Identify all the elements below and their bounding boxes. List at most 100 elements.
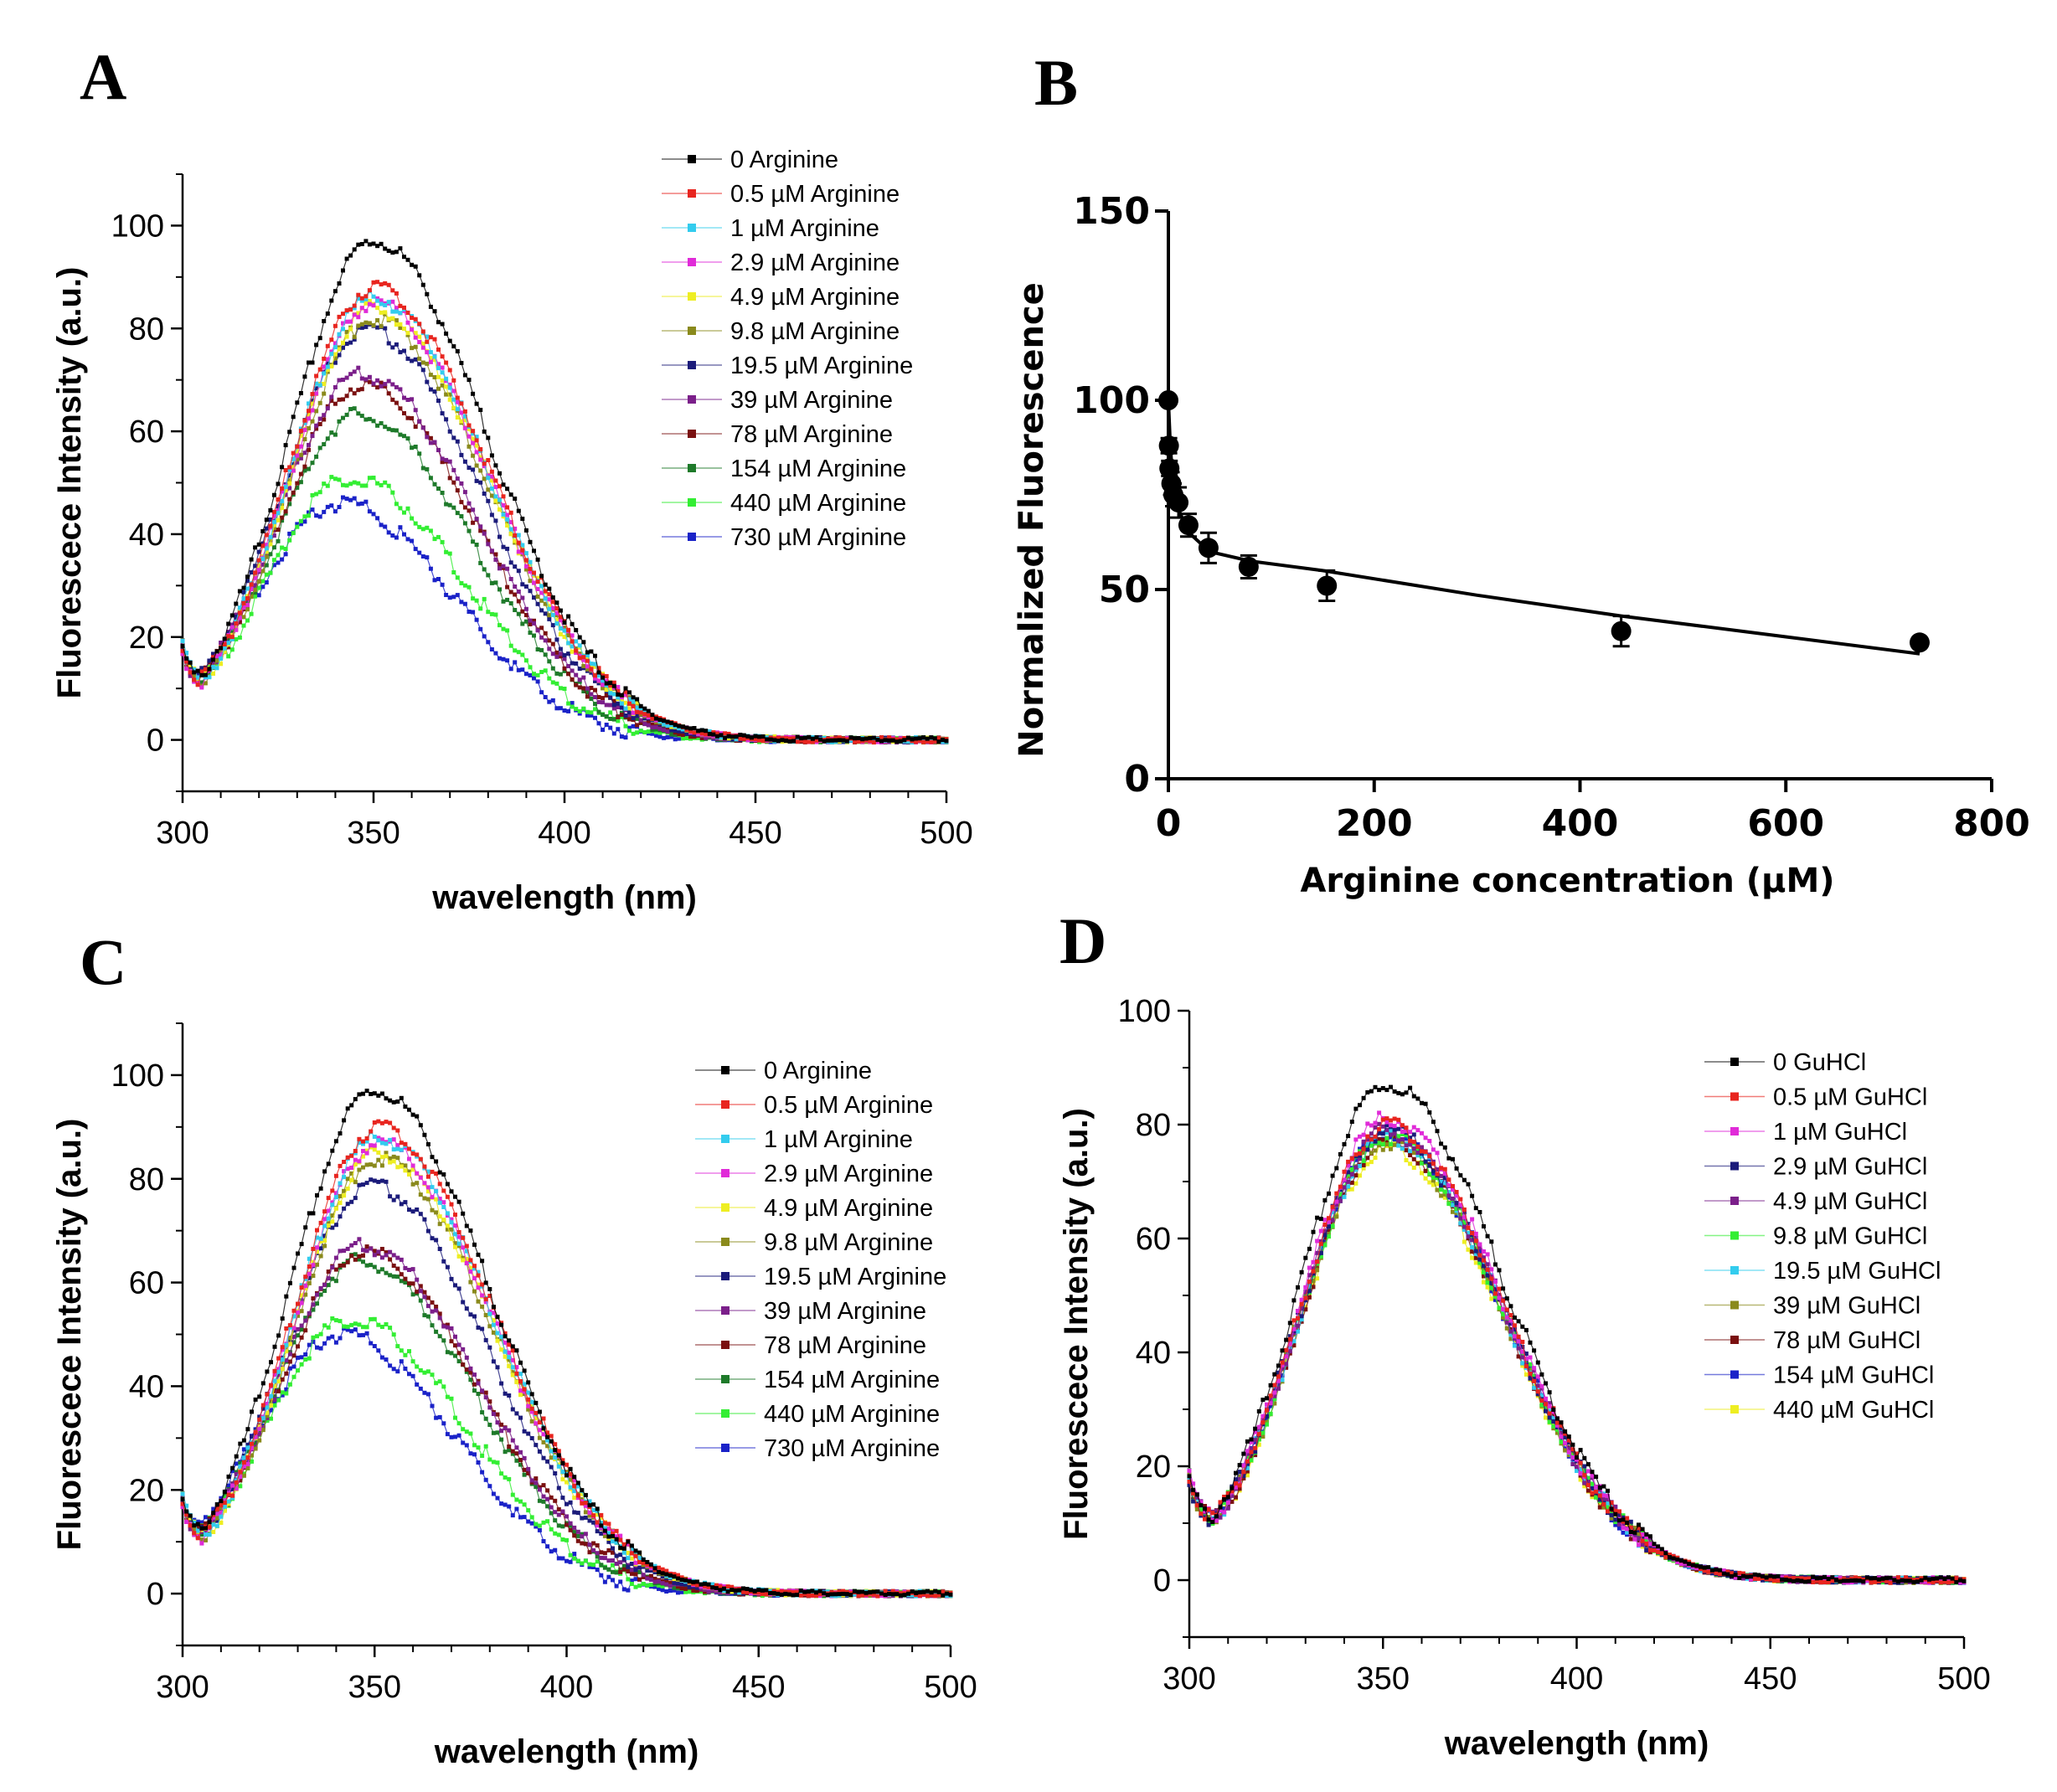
data-point — [326, 1283, 331, 1288]
data-point — [523, 613, 528, 617]
data-point — [535, 601, 540, 606]
data-point — [532, 548, 536, 554]
data-point — [601, 713, 606, 718]
data-point — [238, 1475, 243, 1480]
data-point — [415, 1208, 420, 1212]
data-point — [314, 409, 319, 414]
data-point — [673, 733, 678, 737]
data-point — [537, 1487, 542, 1492]
data-point — [356, 481, 361, 486]
data-point — [516, 650, 521, 655]
data-point — [384, 1179, 389, 1184]
data-point — [537, 1485, 542, 1490]
data-point — [534, 1421, 539, 1426]
y-axis-title: Normalized Fluorescence — [1013, 282, 1051, 758]
data-point — [787, 739, 792, 744]
data-point — [425, 1142, 430, 1146]
data-point — [580, 1541, 585, 1546]
legend-marker — [688, 327, 696, 335]
data-point — [390, 397, 395, 402]
data-point — [317, 400, 322, 405]
data-point — [487, 1311, 492, 1316]
data-point — [587, 1499, 592, 1504]
data-point — [482, 464, 487, 469]
data-point — [627, 690, 632, 695]
data-point — [514, 1411, 519, 1416]
data-point — [307, 1356, 312, 1361]
data-point — [648, 1583, 653, 1588]
data-point — [379, 1091, 384, 1096]
data-point — [572, 1556, 577, 1561]
data-point — [476, 1445, 481, 1450]
data-point — [513, 533, 518, 538]
data-point — [314, 373, 319, 378]
data-point — [497, 497, 502, 502]
data-point — [729, 1584, 735, 1589]
data-point — [283, 485, 288, 489]
data-point — [192, 1531, 197, 1536]
data-point — [677, 726, 682, 731]
data-point — [611, 1532, 615, 1537]
data-point — [616, 718, 621, 723]
data-point — [455, 407, 460, 412]
legend-label: 730 µM Arginine — [730, 524, 906, 551]
data-point — [291, 490, 296, 495]
data-point — [554, 650, 559, 655]
data-point — [841, 738, 846, 743]
data-point — [856, 736, 861, 740]
data-point — [929, 1593, 934, 1598]
data-point — [425, 555, 430, 560]
data-point — [726, 734, 731, 739]
data-point — [543, 589, 548, 594]
data-point — [471, 391, 476, 396]
data-point — [455, 399, 460, 404]
data-point — [462, 373, 467, 378]
data-point — [447, 338, 452, 343]
data-point — [369, 1092, 374, 1096]
data-point — [941, 1589, 946, 1594]
data-point — [599, 1512, 604, 1517]
data-point — [535, 557, 540, 562]
data-point — [369, 1143, 374, 1148]
data-point — [562, 626, 567, 631]
data-point — [652, 1576, 657, 1581]
data-point — [802, 739, 807, 744]
data-point — [238, 1470, 243, 1475]
data-point — [514, 1451, 519, 1456]
data-point — [601, 700, 606, 705]
data-point — [662, 718, 667, 723]
data-point — [665, 723, 670, 728]
data-point — [462, 490, 467, 495]
data-point — [398, 406, 403, 411]
data-point — [180, 1501, 185, 1506]
data-point — [604, 687, 609, 693]
data-point — [467, 501, 472, 506]
data-point — [428, 350, 433, 355]
data-point — [518, 1462, 523, 1467]
data-point — [489, 478, 494, 483]
data-point — [214, 666, 219, 671]
data-point — [417, 524, 422, 529]
data-point — [489, 647, 494, 651]
data-point — [287, 473, 292, 478]
data-point — [311, 1302, 316, 1307]
data-point — [436, 487, 441, 491]
data-point — [471, 520, 476, 525]
data-point — [371, 280, 376, 285]
data-point — [296, 1333, 300, 1338]
data-point — [558, 654, 563, 659]
data-point — [376, 1157, 381, 1162]
data-point-group — [1178, 512, 1199, 538]
data-point — [459, 361, 464, 365]
data-point — [637, 1565, 642, 1570]
data-point — [298, 471, 303, 476]
data-point — [322, 1233, 327, 1238]
data-point — [453, 1343, 457, 1348]
data-point — [532, 570, 536, 575]
data-point — [545, 1496, 550, 1501]
data-point — [440, 354, 445, 359]
data-point — [451, 595, 456, 600]
data-point — [402, 532, 406, 537]
data-point — [375, 516, 380, 521]
data-point — [234, 636, 239, 641]
